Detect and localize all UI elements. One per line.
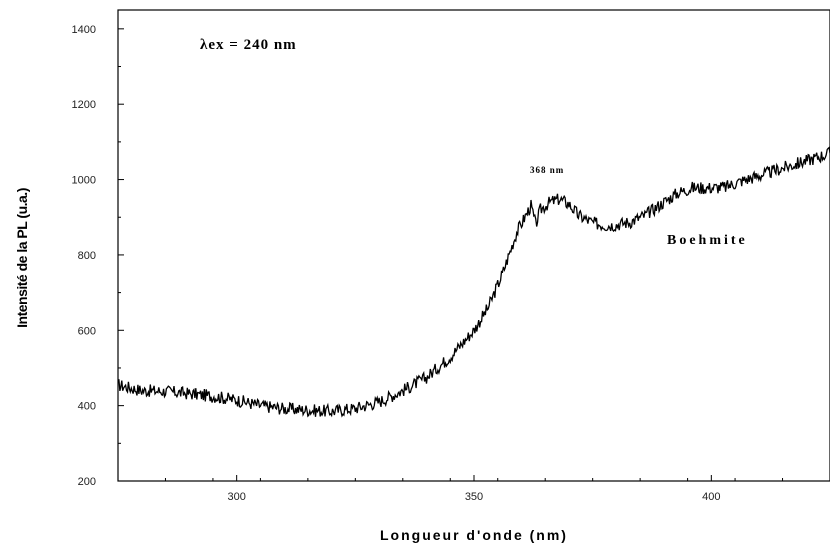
x-axis-ticks: 300 350 400 [117,475,830,503]
y-tick-label-1000: 1000 [72,175,96,187]
x-tick-label-400: 400 [702,491,720,503]
y-tick-label-1200: 1200 [72,99,96,111]
y-axis-ticks: 200 400 600 800 1000 1200 1400 [72,24,124,488]
y-axis-title: Intensité de la PL (u.a.) [14,188,30,328]
boehmite-series-line [117,146,830,418]
y-tick-label-800: 800 [78,250,96,262]
y-tick-label-200: 200 [78,476,96,488]
excitation-annotation: λex = 240 nm [200,37,297,53]
peak-annotation: 368 nm [530,165,564,175]
y-tick-label-600: 600 [78,325,96,337]
boehmite-label: Boehmite [667,233,748,248]
x-tick-label-350: 350 [465,491,483,503]
x-axis-title: Longueur d'onde (nm) [380,527,568,543]
y-tick-label-400: 400 [78,401,96,413]
x-tick-label-300: 300 [227,491,245,503]
y-tick-label-1400: 1400 [72,24,96,36]
